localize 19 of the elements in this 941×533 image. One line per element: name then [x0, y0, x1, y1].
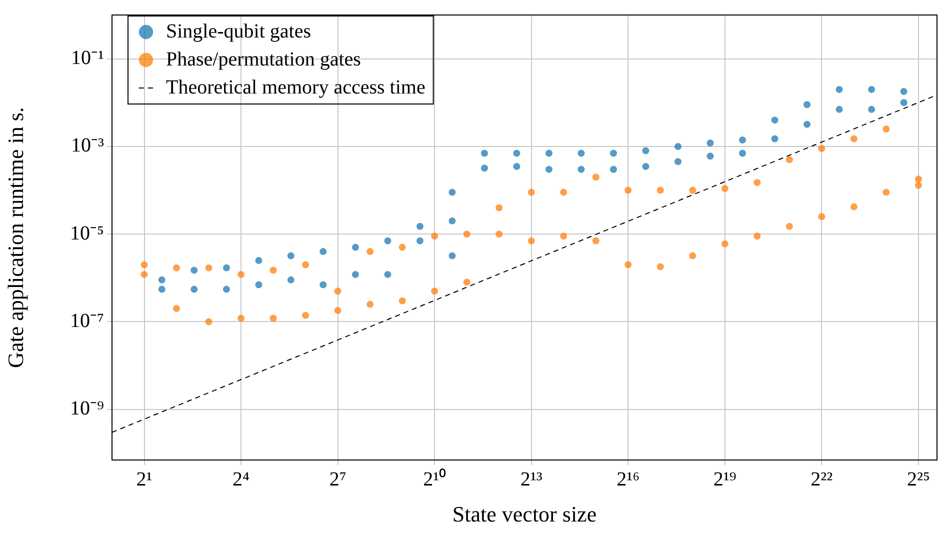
y-tick-label: 10⁻⁵	[70, 222, 104, 244]
x-tick-label: 2¹	[136, 468, 152, 490]
x-tick-label: 2⁴	[232, 468, 250, 490]
x-tick-label: 2²²	[810, 468, 833, 490]
x-tick-label: 2¹³	[520, 468, 542, 490]
legend-label: Single-qubit gates	[166, 20, 312, 42]
x-tick-label: 2¹⁰	[423, 467, 446, 490]
x-tick-label: 2²⁵	[906, 468, 930, 490]
y-tick-label: 10⁻¹	[71, 47, 104, 70]
x-tick-label: 2¹⁶	[616, 468, 640, 490]
y-tick-label: 10⁻⁷	[70, 310, 104, 332]
legend-label: Phase/permutation gates	[166, 48, 362, 70]
y-tick-label: 10⁻³	[71, 134, 104, 157]
x-axis-title: State vector size	[452, 502, 597, 527]
x-tick-label: 2⁷	[329, 468, 346, 490]
y-tick-label: 10⁻⁹	[70, 398, 104, 420]
legend-label: Theoretical memory access time	[166, 76, 426, 98]
y-axis-title: Gate application runtime in s.	[2, 107, 28, 368]
x-tick-label: 2¹⁹	[713, 468, 736, 490]
